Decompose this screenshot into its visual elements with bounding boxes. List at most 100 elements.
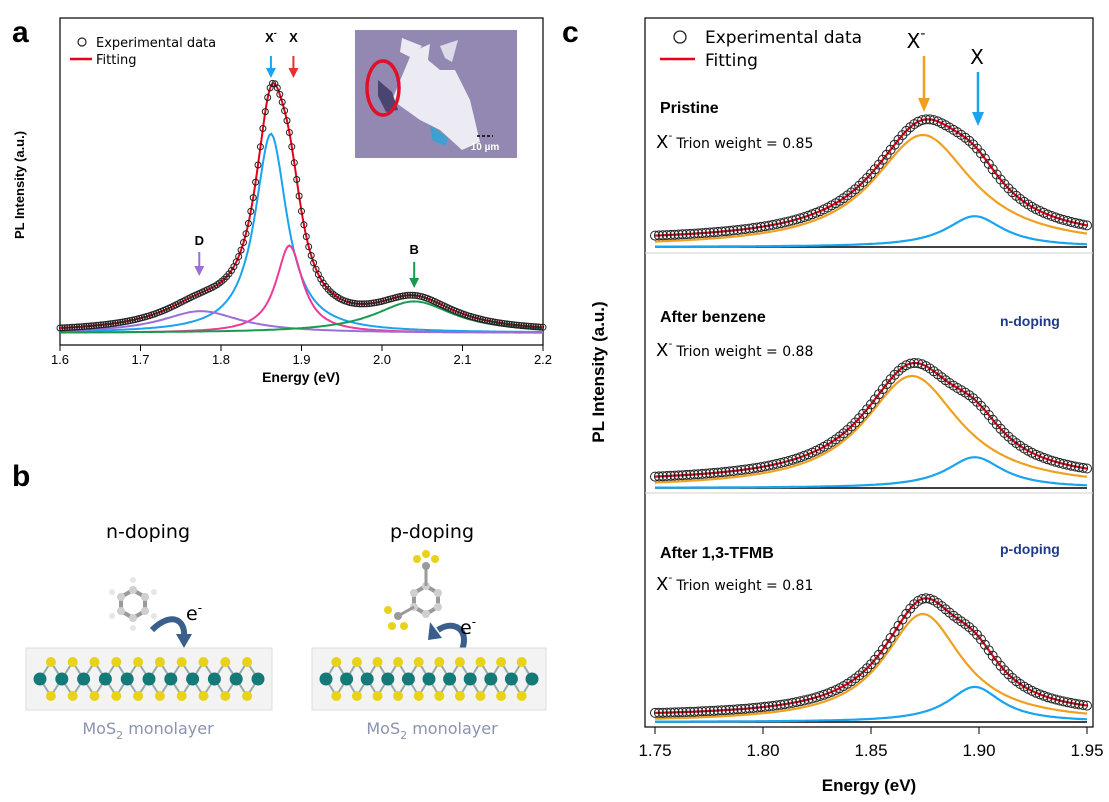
panel-c-data-point	[881, 149, 892, 160]
sulfur-atom	[220, 657, 231, 667]
molybdenum-atom	[443, 672, 457, 686]
panel-c-data-point	[693, 469, 704, 480]
panel-a-data-point	[66, 324, 74, 331]
panel-c-fit-curve	[654, 118, 1088, 237]
panel-c-data-point	[669, 707, 680, 718]
inset-scale-bar-label: 10 µm	[471, 142, 500, 153]
panel-c-data-point	[724, 466, 735, 477]
panel-a-data-point	[360, 300, 368, 308]
panel-a-arrow-head	[194, 266, 205, 276]
panel-c-data-point	[1003, 431, 1014, 442]
panel-c-data-point	[1058, 214, 1069, 225]
panel-a-data-point	[348, 299, 356, 307]
p-doping-electron-arrow	[436, 622, 467, 652]
panel-c-data-point	[657, 707, 668, 718]
sulfur-atom	[516, 657, 527, 667]
n-doping-electron-label: e-	[186, 601, 202, 625]
panel-a-data-point	[503, 320, 511, 328]
panel-c-data-point	[799, 695, 810, 706]
panel-c-tick-label: 1.75	[638, 741, 671, 760]
panel-c-data-point	[1003, 669, 1014, 680]
panel-c-data-point	[748, 463, 759, 474]
panel-c-chart: 1.75 1.80 1.85 1.90 1.95 Energy (eV) PL Inte…	[589, 17, 1104, 795]
panel-a-data-point	[87, 322, 95, 330]
panel-a-data-point	[68, 323, 76, 331]
panel-a-data-point	[295, 192, 303, 200]
panel-c-trion-curve	[655, 612, 1088, 720]
panel-a-data-point	[505, 320, 513, 328]
panel-c-data-point	[771, 458, 782, 469]
p-doping-electron-label: e-	[460, 615, 476, 639]
panel-c-data-point	[775, 218, 786, 229]
sulfur-atom	[89, 657, 100, 667]
panel-c-data-point	[677, 707, 688, 718]
sulfur-atom	[176, 691, 187, 701]
panel-a-tick-label: 1.7	[131, 352, 149, 367]
sulfur-atom	[372, 691, 383, 701]
panel-c-data-point	[661, 230, 672, 241]
panel-a-data-point	[534, 323, 542, 331]
panel-c-data-point	[736, 465, 747, 475]
panel-label-c: c	[562, 16, 579, 49]
panel-a-data-point	[496, 319, 503, 327]
panel-a-data-point	[252, 178, 260, 186]
subpanel-tfmb-weight: X-Trion weight = 0.81	[656, 571, 813, 595]
legend-marker-circle	[77, 37, 87, 47]
molybdenum-atom	[422, 672, 436, 686]
panel-a-data-point	[78, 323, 86, 331]
panel-a-data-point	[510, 321, 518, 329]
panel-c-data-point	[775, 458, 786, 468]
panel-a-data-point	[517, 322, 525, 330]
molybdenum-atom	[164, 672, 178, 686]
panel-a-arrow-head	[288, 68, 299, 78]
panel-c-data-point	[791, 697, 802, 708]
panel-c-data-point	[976, 634, 986, 645]
molybdenum-atom	[340, 672, 354, 686]
panel-a-data-point	[92, 321, 100, 329]
panel-c-data-point	[669, 470, 680, 481]
sulfur-atom	[454, 691, 465, 701]
panel-c-data-point	[1078, 462, 1089, 473]
panel-c-data-point	[1074, 699, 1085, 710]
panel-a-data-point	[249, 194, 257, 202]
panel-c-data-point	[968, 393, 979, 404]
p-doping-title: p-doping	[390, 521, 474, 543]
panel-c-data-point	[803, 694, 814, 705]
panel-c-data-point	[983, 645, 994, 656]
panel-c-data-point	[850, 184, 861, 195]
legend-c-marker-circle	[673, 30, 687, 44]
panel-c-data-point	[701, 468, 712, 479]
panel-a-data-point	[83, 322, 91, 330]
panel-c-data-point	[716, 467, 727, 478]
panel-a-data-point	[525, 322, 532, 330]
panel-c-data-point	[771, 700, 782, 711]
subpanel-benzene-weight: X-Trion weight = 0.88	[656, 337, 813, 361]
panel-c-data-point	[854, 180, 865, 191]
panel-c-data-point	[701, 706, 712, 717]
molybdenum-atom	[207, 672, 221, 686]
panel-c-data-point	[1062, 215, 1073, 226]
legend-c-label-experimental: Experimental data	[705, 28, 862, 48]
panel-a-data-point	[121, 318, 129, 325]
panel-a-tick-label: 2.0	[373, 352, 391, 367]
panel-c-data-point	[1074, 218, 1085, 229]
tfmb-molecule	[384, 550, 442, 630]
panel-a-data-point	[411, 291, 419, 299]
panel-c-data-point	[1062, 459, 1073, 470]
panel-c-data-point	[1062, 697, 1073, 708]
panel-c-data-point	[1050, 212, 1061, 223]
molybdenum-atom	[98, 672, 112, 686]
panel-a-data-point	[399, 292, 407, 300]
panel-c-data-point	[697, 228, 708, 239]
panel-c-data-point	[873, 389, 884, 400]
panel-a-data-point	[85, 322, 93, 330]
panel-a-data-point	[481, 316, 489, 324]
panel-a-data-point	[235, 253, 243, 260]
panel-a-data-point	[281, 107, 289, 115]
panel-c-data-point	[779, 699, 790, 710]
panel-c-y-axis-label: PL Intensity (a.u.)	[589, 301, 608, 442]
panel-c-data-point	[1070, 217, 1081, 228]
panel-a-data-point	[102, 320, 110, 328]
panel-c-tick-label: 1.95	[1070, 741, 1103, 760]
panel-c-exciton-curve	[655, 685, 1088, 723]
